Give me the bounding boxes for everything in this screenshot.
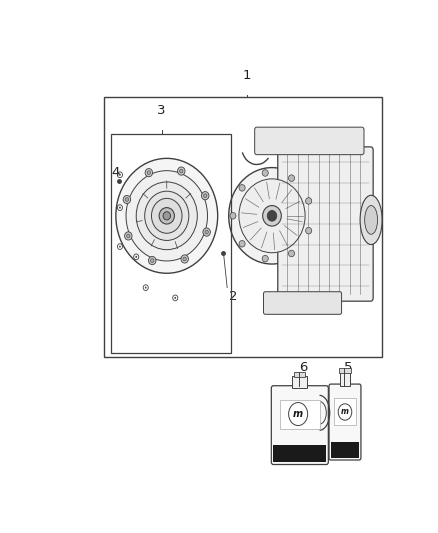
Ellipse shape <box>147 171 151 174</box>
Ellipse shape <box>365 206 378 235</box>
Ellipse shape <box>205 230 208 234</box>
Ellipse shape <box>263 206 281 226</box>
Bar <box>111 134 231 353</box>
Ellipse shape <box>306 228 312 234</box>
Ellipse shape <box>174 297 176 299</box>
Ellipse shape <box>148 256 156 265</box>
Ellipse shape <box>230 213 236 219</box>
Ellipse shape <box>267 211 277 221</box>
Ellipse shape <box>239 240 245 247</box>
Ellipse shape <box>183 257 187 261</box>
FancyBboxPatch shape <box>329 384 361 460</box>
Ellipse shape <box>119 207 121 208</box>
FancyBboxPatch shape <box>278 147 373 301</box>
Bar <box>339 368 351 373</box>
Bar <box>280 400 319 429</box>
Ellipse shape <box>127 234 130 238</box>
Bar <box>339 372 350 386</box>
Ellipse shape <box>159 207 174 224</box>
Ellipse shape <box>229 167 315 264</box>
Ellipse shape <box>181 255 188 263</box>
Ellipse shape <box>289 175 295 181</box>
Bar <box>294 372 305 377</box>
Ellipse shape <box>262 169 268 176</box>
Ellipse shape <box>306 198 312 204</box>
Circle shape <box>338 404 352 420</box>
Text: 5: 5 <box>344 361 353 374</box>
Ellipse shape <box>145 191 189 240</box>
Ellipse shape <box>177 167 185 175</box>
Text: 3: 3 <box>157 104 166 117</box>
Text: m: m <box>341 408 349 416</box>
Text: m: m <box>293 409 303 419</box>
Ellipse shape <box>289 250 295 257</box>
FancyBboxPatch shape <box>264 292 342 314</box>
Ellipse shape <box>123 196 131 204</box>
Ellipse shape <box>360 195 382 245</box>
Bar <box>334 399 356 425</box>
Bar <box>293 376 307 388</box>
Ellipse shape <box>145 287 147 289</box>
Ellipse shape <box>125 198 129 201</box>
Text: 1: 1 <box>242 69 251 83</box>
Ellipse shape <box>135 256 137 258</box>
Ellipse shape <box>124 232 132 240</box>
Ellipse shape <box>203 228 210 236</box>
Ellipse shape <box>201 191 209 200</box>
Text: 2: 2 <box>229 290 237 303</box>
Ellipse shape <box>163 212 170 220</box>
Bar <box>273 445 326 462</box>
Bar <box>104 97 382 358</box>
Ellipse shape <box>239 184 245 191</box>
Ellipse shape <box>119 246 121 248</box>
Text: 6: 6 <box>300 361 308 374</box>
Ellipse shape <box>262 255 268 262</box>
Ellipse shape <box>145 168 152 177</box>
FancyBboxPatch shape <box>254 127 364 155</box>
Ellipse shape <box>116 158 218 273</box>
Circle shape <box>289 402 307 425</box>
FancyBboxPatch shape <box>271 386 328 465</box>
Ellipse shape <box>126 171 208 261</box>
Ellipse shape <box>152 198 182 233</box>
Ellipse shape <box>180 169 183 173</box>
Ellipse shape <box>151 259 154 262</box>
Ellipse shape <box>136 182 197 249</box>
Ellipse shape <box>204 194 207 198</box>
Ellipse shape <box>239 179 305 253</box>
Text: 4: 4 <box>111 166 120 179</box>
Ellipse shape <box>119 174 121 176</box>
Bar <box>331 442 359 458</box>
